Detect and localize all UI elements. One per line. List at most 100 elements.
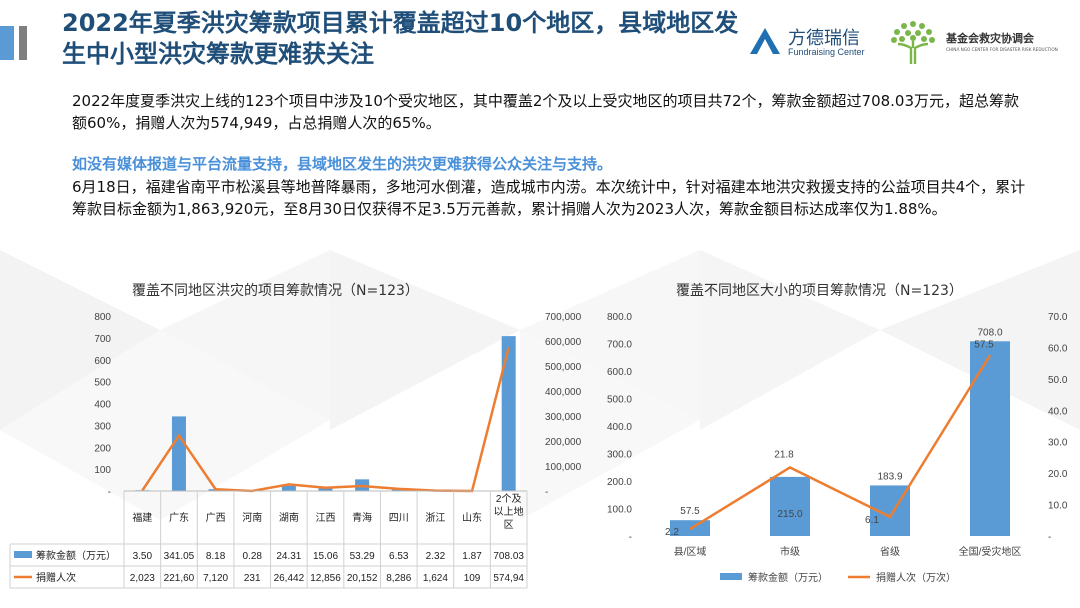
chart2-yleft-tick: 800.0	[607, 312, 632, 323]
chart2-yleft-tick: 300.0	[607, 450, 632, 461]
chart1-category-label: 浙江	[425, 512, 445, 524]
chart2-line-value-label: 2.2	[665, 527, 679, 538]
chart1-table-value: 708.03	[493, 551, 524, 562]
chart1-table-value: 3.50	[133, 551, 153, 562]
chart1-category-label: 湖南	[279, 511, 299, 524]
chart2-yright-tick: 30.0	[1048, 438, 1068, 449]
chart1-bar	[171, 416, 186, 491]
chart1-table-value: 6.53	[389, 551, 409, 562]
chart1-category-label: 2个及	[496, 493, 522, 505]
chart2-category-label: 县/区域	[674, 545, 707, 558]
chart2-yright-tick: 60.0	[1048, 343, 1068, 354]
chart2-yright-tick: 50.0	[1048, 375, 1068, 386]
chart1-yright-tick: 200,000	[545, 437, 582, 448]
chart1-yleft-tick: 100	[94, 465, 111, 476]
logo-left-sub: Fundraising Center	[788, 47, 865, 57]
chart1-yleft-tick: 200	[94, 443, 111, 454]
title-accent-bar-gray	[19, 26, 27, 60]
chart1-yright-tick: -	[545, 487, 548, 498]
chart2-yright-tick: 40.0	[1048, 406, 1068, 417]
chart1-yright-tick: 600,000	[545, 337, 582, 348]
chart1-yleft-tick: 800	[94, 312, 111, 323]
chart1-table-value: 8.18	[206, 551, 226, 562]
chart1-yleft-tick: 600	[94, 356, 111, 367]
chart1-yright-tick: 100,000	[545, 462, 582, 473]
chart2-yleft-tick: 400.0	[607, 422, 632, 433]
chart1-table-value: 2.32	[426, 551, 446, 562]
chart2-yright-tick: -	[1048, 532, 1051, 543]
chart1-category-label: 广西	[206, 512, 226, 524]
chart1-yleft-tick: 500	[94, 378, 111, 389]
chart2-line-value-label: 57.5	[974, 339, 994, 350]
chart1-title: 覆盖不同地区洪灾的项目筹款情况（N=123）	[132, 283, 419, 299]
page-title: 2022年夏季洪灾筹款项目累计覆盖超过10个地区，县域地区发生中小型洪灾筹款更难…	[62, 9, 739, 68]
title-accent-bar	[0, 26, 14, 60]
chart1-table-value: 221,60	[164, 573, 195, 584]
chart1-bar	[391, 489, 406, 491]
chart1-table-value: 1,624	[423, 573, 448, 584]
chart1-yleft-tick: 300	[94, 421, 111, 432]
chart2-yleft-tick: 500.0	[607, 395, 632, 406]
chart2-yleft-tick: 700.0	[607, 340, 632, 351]
chart1-legend-bar-label: 筹款金额（万元）	[36, 549, 116, 562]
chart1-category-label: 区	[504, 519, 514, 531]
logo-left-name: 方德瑞信	[788, 28, 860, 49]
chart1-yright-tick: 300,000	[545, 412, 582, 423]
logo-right-sub: CHINA NGO CENTER FOR DISASTER RISK REDUC…	[946, 47, 1058, 52]
chart1-category-label: 四川	[389, 513, 409, 524]
chart2-bar-value-label: 57.5	[680, 506, 700, 517]
chart1-yleft-tick: 700	[94, 334, 111, 345]
chart2-bar-value-label: 215.0	[777, 509, 802, 520]
chart1-line	[141, 346, 510, 493]
summary-paragraph: 2022年度夏季洪灾上线的123个项目中涉及10个受灾地区，其中覆盖2个及以上受…	[72, 92, 1020, 132]
chart2-category-label: 全国/受灾地区	[959, 545, 1022, 558]
chart1-category-label: 以上地	[494, 505, 524, 518]
chart1-table-value: 26,442	[274, 573, 305, 584]
chart1-yleft-tick: 400	[94, 400, 111, 411]
chart1-yleft-tick: -	[108, 487, 111, 498]
fundraising-center-mark-icon	[750, 28, 780, 54]
chart1-bar	[318, 487, 333, 491]
chart1-yright-tick: 500,000	[545, 362, 582, 373]
chart2-yleft-tick: 600.0	[607, 367, 632, 378]
chart1-table-value: 574,94	[493, 573, 524, 584]
chart1-table-value: 341.05	[164, 551, 195, 562]
chart1-category-label: 江西	[316, 512, 336, 524]
chart1-table-value: 12,856	[310, 573, 341, 584]
chart1-table-value: 7,120	[203, 573, 228, 584]
chart1-bar	[501, 336, 516, 491]
chart2-bar-value-label: 183.9	[877, 471, 902, 482]
chart1-table-value: 109	[464, 573, 481, 584]
chart1-bar	[281, 485, 296, 491]
chart1-table-value: 24.31	[276, 551, 301, 562]
chart1-category-label: 广东	[169, 511, 189, 524]
chart1-yright-tick: 700,000	[545, 312, 582, 323]
chart2-yright-tick: 70.0	[1048, 312, 1068, 323]
chart2-yleft-tick: -	[629, 532, 632, 543]
chart1-table-value: 15.06	[313, 551, 338, 562]
fujian-paragraph: 6月18日，福建省南平市松溪县等地普降暴雨，多地河水倒灌，造成城市内涝。本次统计…	[72, 178, 1026, 218]
chart1-yright-tick: 400,000	[545, 387, 582, 398]
chart2-line-value-label: 6.1	[865, 515, 879, 526]
chart2-bar-value-label: 708.0	[977, 327, 1002, 338]
chart1-table-value: 1.87	[462, 551, 482, 562]
chart1-table-value: 53.29	[350, 551, 375, 562]
chart2-yleft-tick: 100.0	[607, 505, 632, 516]
chart1-category-label: 福建	[132, 511, 152, 524]
chart1-category-label: 青海	[352, 511, 372, 524]
chart2-legend-bar-label: 筹款金额（万元）	[748, 571, 828, 584]
chart1-table-value: 2,023	[130, 573, 155, 584]
chart2-yright-tick: 10.0	[1048, 501, 1068, 512]
chart1-table-value: 0.28	[242, 551, 262, 562]
chart2-line	[689, 354, 992, 531]
chart2-bar	[970, 341, 1010, 536]
chart2-title: 覆盖不同地区大小的项目筹款情况（N=123）	[676, 283, 963, 299]
chart1-table-value: 8,286	[386, 573, 411, 584]
highlight-paragraph: 如没有媒体报道与平台流量支持，县域地区发生的洪灾更难获得公众关注与支持。	[72, 155, 613, 173]
tree-icon	[891, 21, 935, 64]
fundraising-center-logo: 方德瑞信 Fundraising Center	[748, 22, 878, 62]
chart1-table-value: 20,152	[347, 573, 378, 584]
chart2-legend-bar-swatch	[720, 573, 742, 580]
cndr-logo: 基金会救灾协调会 CHINA NGO CENTER FOR DISASTER R…	[886, 14, 1076, 70]
